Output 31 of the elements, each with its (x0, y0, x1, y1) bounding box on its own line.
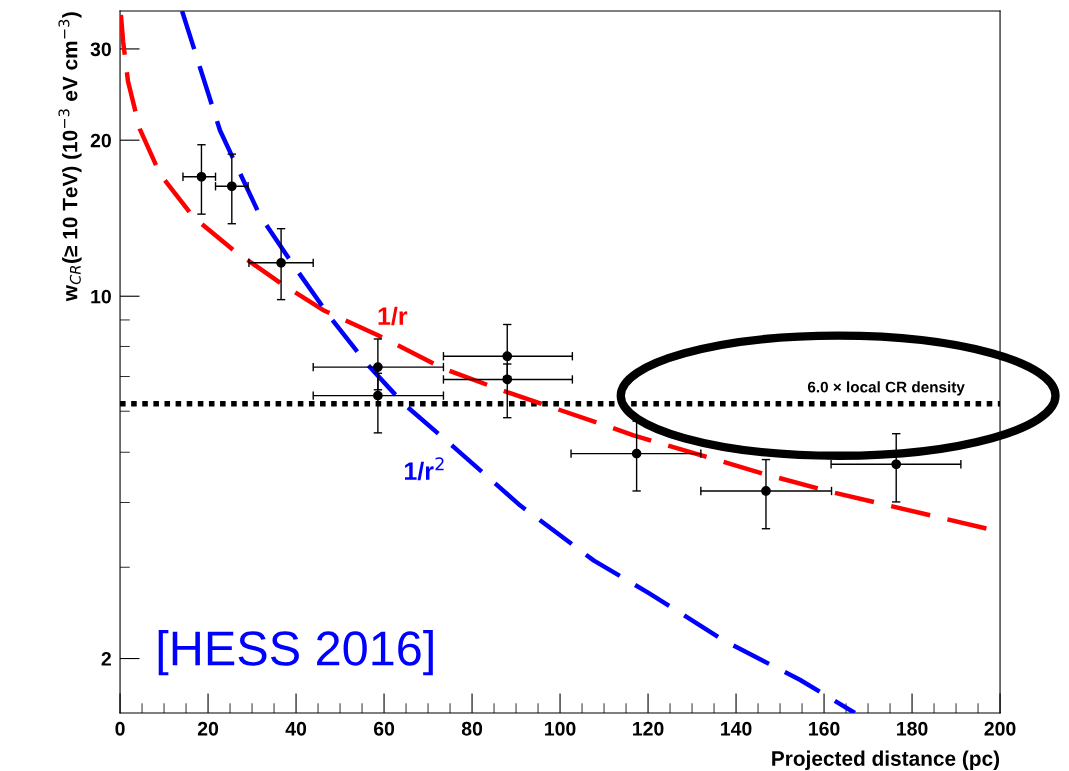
y-axis-title: w$_{CR}$(≥ 10 TeV) (10$^{−3}$ eV cm$^{−3}$) (58, 12, 82, 302)
x-axis-title: Projected distance (pc) (772, 750, 1000, 771)
point (631, 448, 642, 459)
x-tick-label: 60 (373, 721, 395, 736)
x-tick-label: 180 (897, 721, 928, 736)
x-tick-label: 0 (115, 721, 125, 736)
point (373, 362, 383, 372)
y-tick-label: 10 (91, 289, 111, 304)
point (226, 181, 237, 192)
point (891, 459, 902, 470)
point (502, 374, 513, 385)
x-tick-label: 20 (197, 721, 219, 736)
point (373, 390, 383, 401)
point (502, 351, 513, 362)
point (761, 486, 771, 496)
y-tick-label: 20 (90, 133, 111, 148)
point (196, 171, 207, 182)
ref-line-label: 6.0 × local CR density (807, 381, 965, 396)
x-tick-label: 40 (285, 721, 307, 736)
annotation: 1/r (378, 306, 408, 326)
x-tick-label: 160 (809, 721, 840, 736)
x-tick-label: 80 (461, 721, 483, 736)
x-tick-label: 100 (545, 721, 576, 736)
y-tick-label: 2 (101, 652, 111, 666)
annotation: 1/r$^{2}$ (404, 457, 444, 481)
y-tick-label: 30 (90, 42, 111, 57)
point (276, 257, 286, 268)
x-tick-label: 140 (721, 721, 752, 736)
x-tick-label: 200 (984, 721, 1016, 736)
annotation: [HESS 2016] (158, 630, 433, 676)
x-tick-label: 120 (633, 721, 664, 736)
